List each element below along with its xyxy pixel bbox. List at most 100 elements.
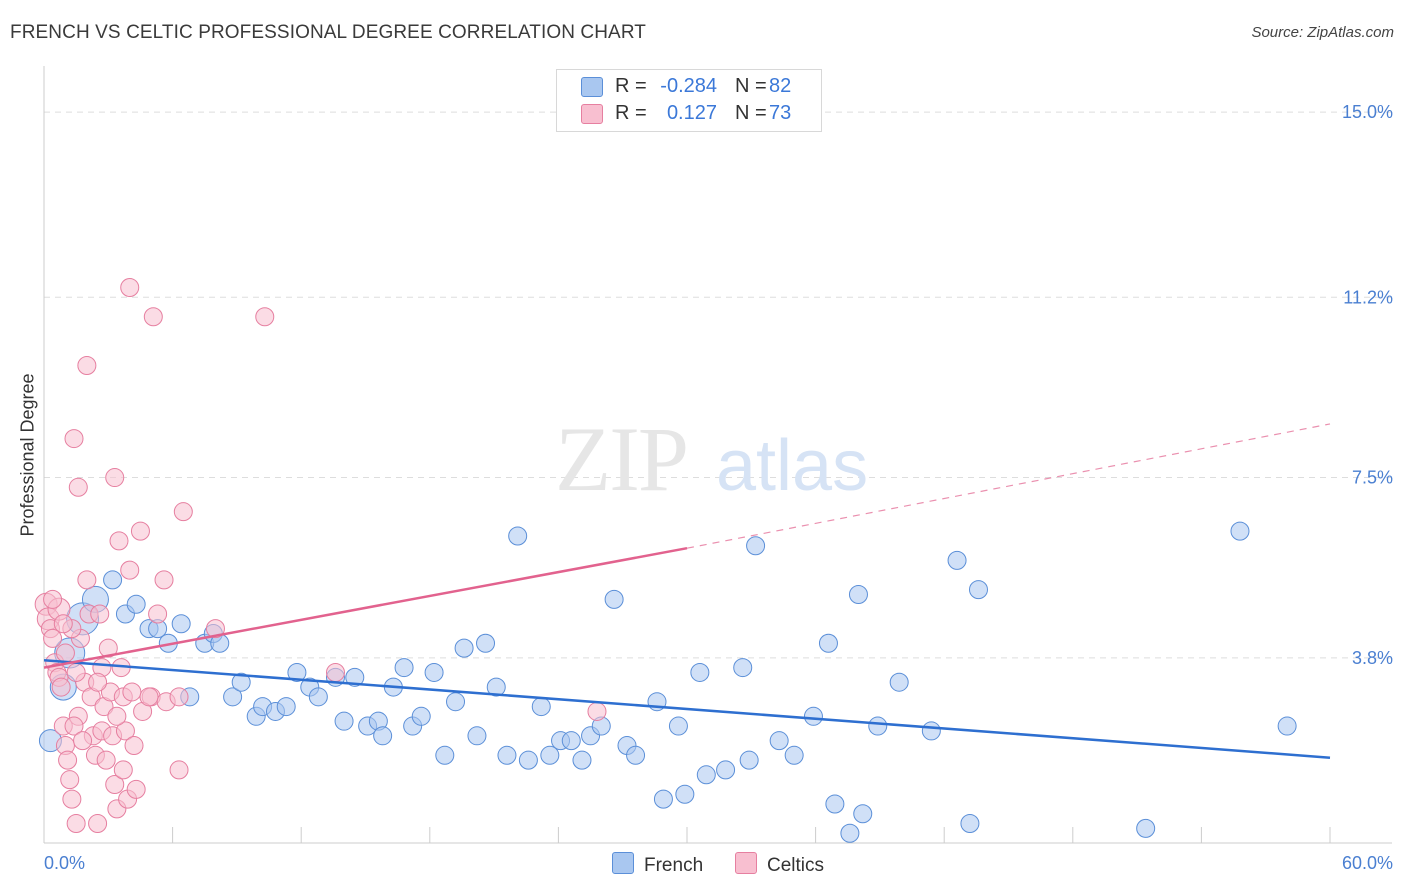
french-point bbox=[889, 672, 909, 692]
french-point bbox=[947, 550, 967, 570]
celtics-point bbox=[130, 521, 150, 541]
french-point bbox=[103, 570, 123, 590]
french-point bbox=[287, 662, 307, 682]
french-point bbox=[853, 804, 873, 824]
french-point bbox=[508, 526, 528, 546]
french-point bbox=[784, 745, 804, 765]
french-point bbox=[446, 692, 466, 712]
french-point bbox=[825, 794, 845, 814]
celtics-point bbox=[109, 531, 129, 551]
french-point bbox=[746, 536, 766, 556]
celtics-point bbox=[73, 731, 93, 751]
french-point bbox=[334, 711, 354, 731]
celtics-point bbox=[139, 687, 159, 707]
french-point bbox=[454, 638, 474, 658]
celtics-point bbox=[55, 643, 75, 663]
y-tick-label: 3.8% bbox=[1352, 648, 1393, 668]
french-point bbox=[1277, 716, 1297, 736]
celtics-point bbox=[113, 760, 133, 780]
legend-item-french: French bbox=[612, 852, 703, 877]
celtics-point bbox=[53, 614, 73, 634]
celtics-point bbox=[66, 814, 86, 834]
celtics-point bbox=[173, 502, 193, 522]
grid-lines bbox=[44, 111, 1392, 659]
celtics-point bbox=[120, 278, 140, 298]
r-label: R = bbox=[615, 102, 647, 124]
celtics-point bbox=[105, 775, 125, 795]
celtics-point bbox=[51, 677, 71, 697]
french-point bbox=[668, 716, 688, 736]
french-point bbox=[818, 633, 838, 653]
celtics-point bbox=[58, 750, 78, 770]
french-point bbox=[518, 750, 538, 770]
french-point bbox=[561, 731, 581, 751]
celtics-point bbox=[325, 662, 345, 682]
celtics-point bbox=[126, 779, 146, 799]
french-point bbox=[424, 662, 444, 682]
french-point bbox=[1136, 818, 1156, 838]
french-point bbox=[769, 731, 789, 751]
french-point bbox=[675, 784, 695, 804]
french-point bbox=[345, 667, 365, 687]
french-point bbox=[540, 745, 560, 765]
celtics-point bbox=[43, 628, 63, 648]
celtics-point bbox=[77, 570, 97, 590]
celtics-point bbox=[43, 589, 63, 609]
celtics-point bbox=[154, 570, 174, 590]
french-point bbox=[716, 760, 736, 780]
watermark-atlas: atlas bbox=[716, 426, 868, 506]
celtics-point bbox=[115, 721, 135, 741]
celtics-trend-line bbox=[43, 546, 688, 669]
french-point bbox=[497, 745, 517, 765]
french-point bbox=[476, 633, 496, 653]
french-point bbox=[690, 662, 710, 682]
r-value: -0.284 bbox=[660, 75, 717, 97]
correlation-legend: R = -0.284 N = 82 R = 0.127 N = 73 bbox=[556, 69, 822, 132]
celtics-point bbox=[66, 662, 86, 682]
french-trend-line bbox=[43, 659, 1331, 759]
n-label: N = bbox=[735, 102, 767, 124]
french-point bbox=[848, 584, 868, 604]
source-label: Source: ZipAtlas.com bbox=[1251, 24, 1394, 41]
celtics-point bbox=[68, 477, 88, 497]
n-label: N = bbox=[735, 75, 767, 97]
x-tick-label: 60.0% bbox=[1342, 853, 1393, 873]
y-tick-label: 15.0% bbox=[1342, 102, 1393, 122]
celtics-point bbox=[148, 604, 168, 624]
french-point bbox=[411, 706, 431, 726]
french-point bbox=[276, 697, 296, 717]
watermark: ZIP atlas bbox=[555, 408, 868, 510]
celtics-point bbox=[205, 619, 225, 639]
french-point bbox=[1230, 521, 1250, 541]
french-legend-swatch bbox=[612, 852, 634, 874]
french-point bbox=[803, 706, 823, 726]
french-point bbox=[840, 823, 860, 843]
celtics-point bbox=[143, 307, 163, 327]
celtics-point bbox=[587, 701, 607, 721]
r-value: 0.127 bbox=[666, 102, 717, 124]
celtics-point bbox=[64, 429, 84, 449]
trend-lines bbox=[43, 423, 1331, 759]
french-point bbox=[394, 658, 414, 678]
french-point bbox=[626, 745, 646, 765]
n-value: 73 bbox=[769, 102, 792, 124]
celtics-legend-swatch bbox=[735, 852, 757, 874]
celtics-point bbox=[60, 770, 80, 790]
french-point bbox=[733, 658, 753, 678]
legend-label-celtics: Celtics bbox=[767, 855, 825, 876]
french-point bbox=[531, 697, 551, 717]
french-point bbox=[171, 614, 191, 634]
french-point bbox=[739, 750, 759, 770]
celtics-points bbox=[34, 278, 607, 834]
french-points bbox=[38, 521, 1297, 843]
french-point bbox=[960, 814, 980, 834]
celtics-point bbox=[88, 814, 108, 834]
celtics-point bbox=[169, 687, 189, 707]
legend-item-celtics: Celtics bbox=[735, 852, 824, 877]
celtics-point bbox=[120, 560, 140, 580]
french-point bbox=[373, 726, 393, 746]
celtics-trend-extension bbox=[686, 423, 1331, 549]
french-swatch bbox=[581, 77, 603, 97]
celtics-point bbox=[88, 672, 108, 692]
french-point bbox=[308, 687, 328, 707]
